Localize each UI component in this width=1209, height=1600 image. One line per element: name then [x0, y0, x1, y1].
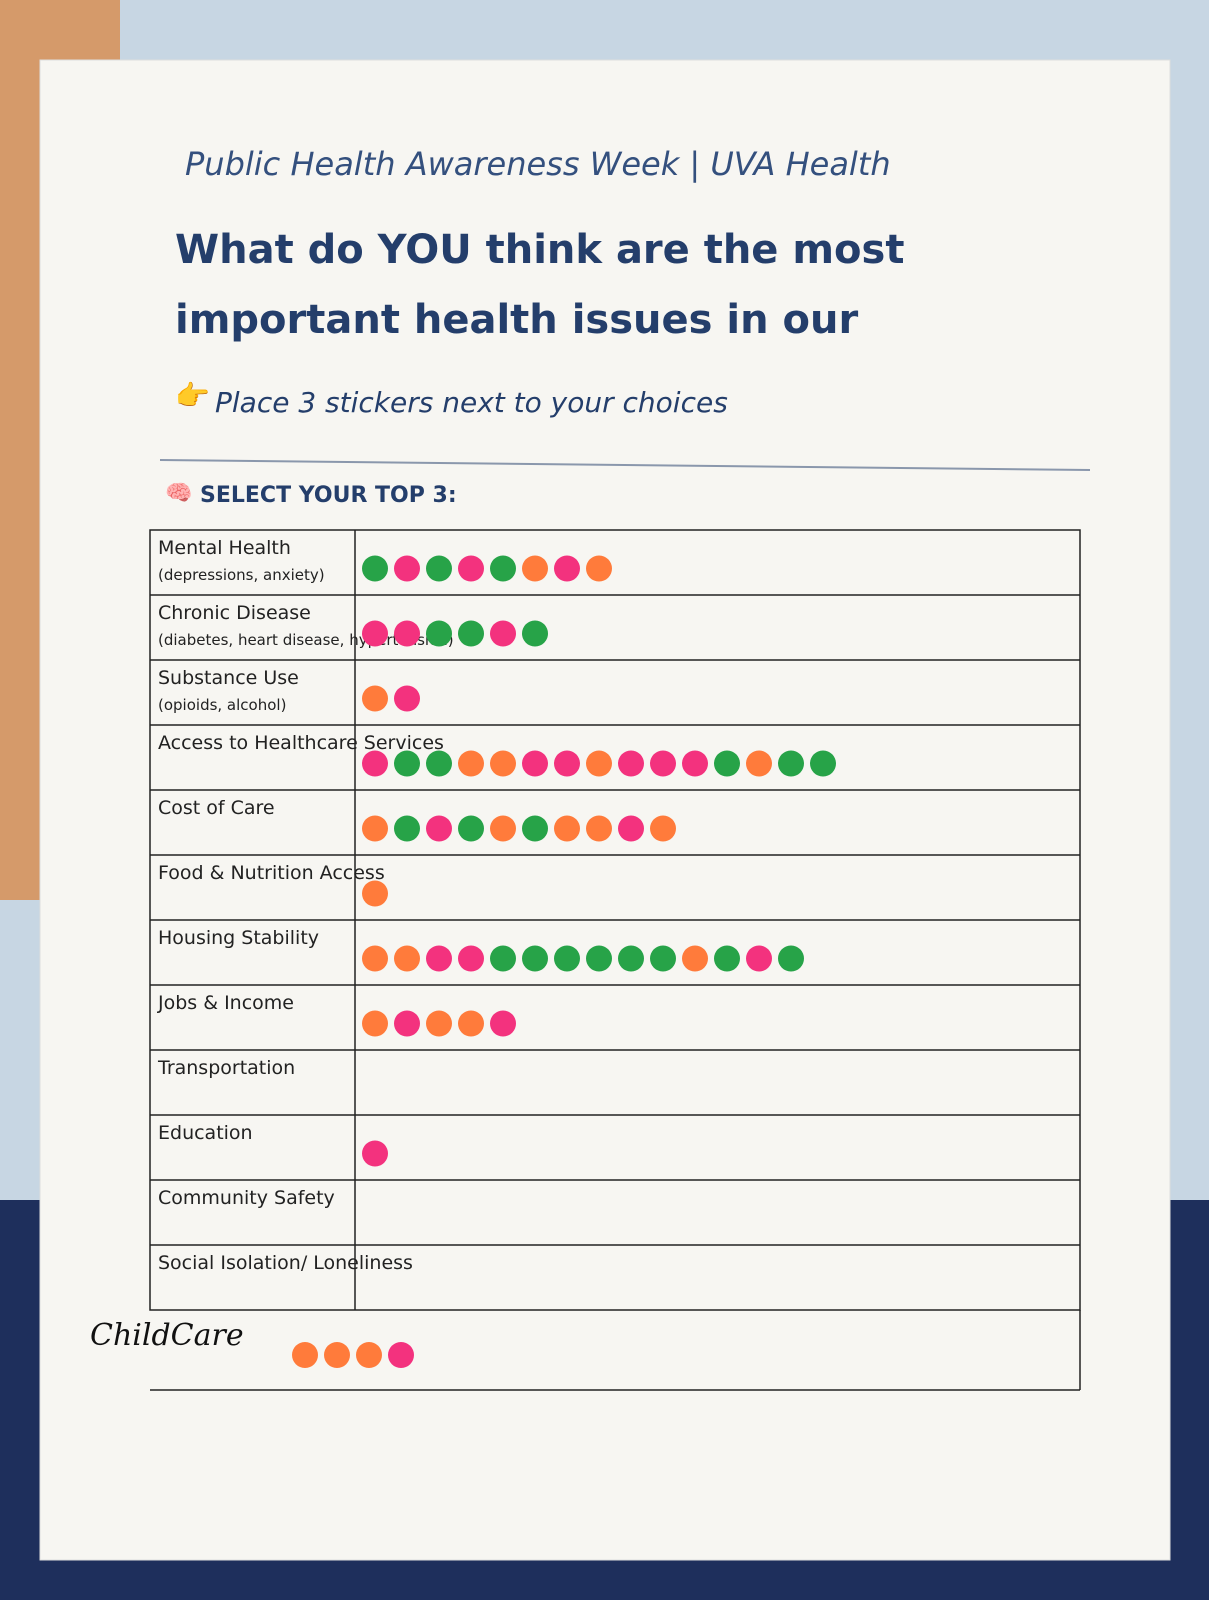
sticker	[362, 685, 388, 712]
brain-icon: 🧠	[165, 481, 192, 506]
sticker	[362, 815, 388, 842]
sticker	[714, 945, 740, 972]
sticker	[458, 750, 484, 777]
sticker	[650, 945, 676, 972]
sticker	[522, 815, 548, 842]
divider	[159, 459, 1091, 471]
instruction: Place 3 stickers next to your choices	[215, 386, 728, 419]
sticker	[394, 1010, 420, 1037]
sticker	[554, 815, 580, 842]
row-label: Education	[158, 1122, 253, 1144]
sticker	[554, 750, 580, 777]
row-note: (depressions, anxiety)	[158, 566, 325, 584]
sticker	[522, 620, 548, 647]
sticker	[746, 945, 772, 972]
sticker	[618, 945, 644, 972]
row-label: Substance Use	[158, 667, 299, 689]
row-label: Mental Health	[158, 537, 291, 559]
sticker	[394, 945, 420, 972]
sticker	[618, 750, 644, 777]
poster-title: Public Health Awareness Week | UVA Healt…	[185, 145, 891, 183]
sticker	[394, 555, 420, 582]
sticker	[650, 750, 676, 777]
sticker	[394, 620, 420, 647]
sticker	[778, 750, 804, 777]
sticker	[586, 750, 612, 777]
handwritten-label: ChildCare	[90, 1318, 244, 1353]
sticker	[522, 555, 548, 582]
row-label: Community Safety	[158, 1187, 335, 1209]
sticker	[426, 1010, 452, 1037]
sticker	[618, 815, 644, 842]
row-label: Housing Stability	[158, 927, 319, 949]
sticker	[362, 945, 388, 972]
sticker	[586, 555, 612, 582]
sticker	[356, 1342, 382, 1368]
pointer-icon: 👉	[175, 379, 210, 412]
sticker	[682, 750, 708, 777]
sticker	[490, 815, 516, 842]
sticker	[586, 815, 612, 842]
sticker	[426, 945, 452, 972]
row-label: Chronic Disease	[158, 602, 311, 624]
sticker	[362, 750, 388, 777]
sticker	[490, 620, 516, 647]
sticker	[362, 1140, 388, 1167]
row-label: Food & Nutrition Access	[158, 862, 385, 884]
sticker	[714, 750, 740, 777]
sticker	[394, 815, 420, 842]
sticker	[394, 750, 420, 777]
sticker	[362, 1010, 388, 1037]
sticker	[458, 1010, 484, 1037]
sticker	[324, 1342, 350, 1368]
sticker	[458, 945, 484, 972]
sticker	[362, 880, 388, 907]
table: Mental Health (depressions, anxiety) Chron…	[90, 529, 1081, 1391]
row-label: Jobs & Income	[157, 992, 294, 1014]
sticker	[292, 1342, 318, 1368]
sticker	[490, 750, 516, 777]
sticker	[810, 750, 836, 777]
sticker	[426, 555, 452, 582]
sticker	[426, 750, 452, 777]
sticker	[650, 815, 676, 842]
question-box: What do YOU think are the most important…	[175, 227, 905, 343]
sticker	[458, 815, 484, 842]
row-label: Cost of Care	[158, 797, 275, 819]
sticker	[554, 945, 580, 972]
sticker	[458, 555, 484, 582]
sticker	[388, 1342, 414, 1368]
sticker	[426, 815, 452, 842]
sticker	[458, 620, 484, 647]
sticker	[522, 750, 548, 777]
sticker	[682, 945, 708, 972]
section-title: SELECT YOUR TOP 3:	[200, 483, 457, 508]
row-label: Social Isolation/ Loneliness	[158, 1252, 413, 1274]
sticker	[490, 1010, 516, 1037]
sticker	[490, 945, 516, 972]
row-note: (opioids, alcohol)	[158, 696, 286, 714]
sticker	[586, 945, 612, 972]
sticker	[554, 555, 580, 582]
sticker	[394, 685, 420, 712]
sticker	[522, 945, 548, 972]
sticker	[778, 945, 804, 972]
sticker	[426, 620, 452, 647]
row-label: Access to Healthcare Services	[158, 732, 444, 754]
question: What do YOU think are the most important…	[175, 227, 905, 343]
sticker	[746, 750, 772, 777]
row-label: Transportation	[157, 1057, 295, 1079]
sticker	[362, 555, 388, 582]
sticker	[362, 620, 388, 647]
sticker	[490, 555, 516, 582]
